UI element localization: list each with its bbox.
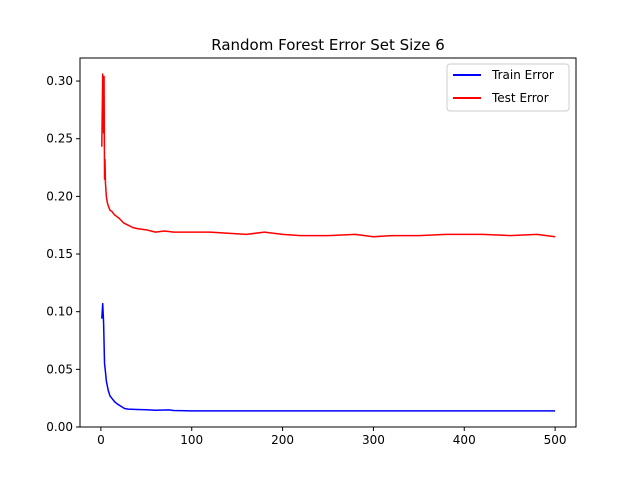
y-tick-label: 0.00 [46, 420, 73, 434]
legend-label-0: Train Error [491, 68, 554, 82]
legend: Train Error Test Error [446, 63, 570, 112]
x-tick-label: 500 [544, 433, 567, 447]
x-tick-label: 200 [271, 433, 294, 447]
y-tick-label: 0.10 [46, 305, 73, 319]
chart-title: Random Forest Error Set Size 6 [211, 36, 445, 54]
x-tick-label: 300 [362, 433, 385, 447]
x-tick-label: 0 [97, 433, 105, 447]
legend-label-1: Test Error [491, 91, 549, 105]
series-line-0 [101, 302, 556, 412]
series-line-1 [101, 73, 556, 238]
y-tick-label: 0.25 [46, 132, 73, 146]
y-axis: 0.00 0.05 0.10 0.15 0.20 0.25 0.30 [46, 74, 80, 434]
plot-area [101, 73, 556, 412]
plot-frame [79, 57, 577, 428]
y-tick-label: 0.05 [46, 362, 73, 376]
y-tick-label: 0.15 [46, 247, 73, 261]
x-axis: 0 100 200 300 400 500 [97, 427, 567, 447]
y-tick-label: 0.30 [46, 74, 73, 88]
x-tick-label: 100 [180, 433, 203, 447]
y-tick-label: 0.20 [46, 189, 73, 203]
x-tick-label: 400 [453, 433, 476, 447]
